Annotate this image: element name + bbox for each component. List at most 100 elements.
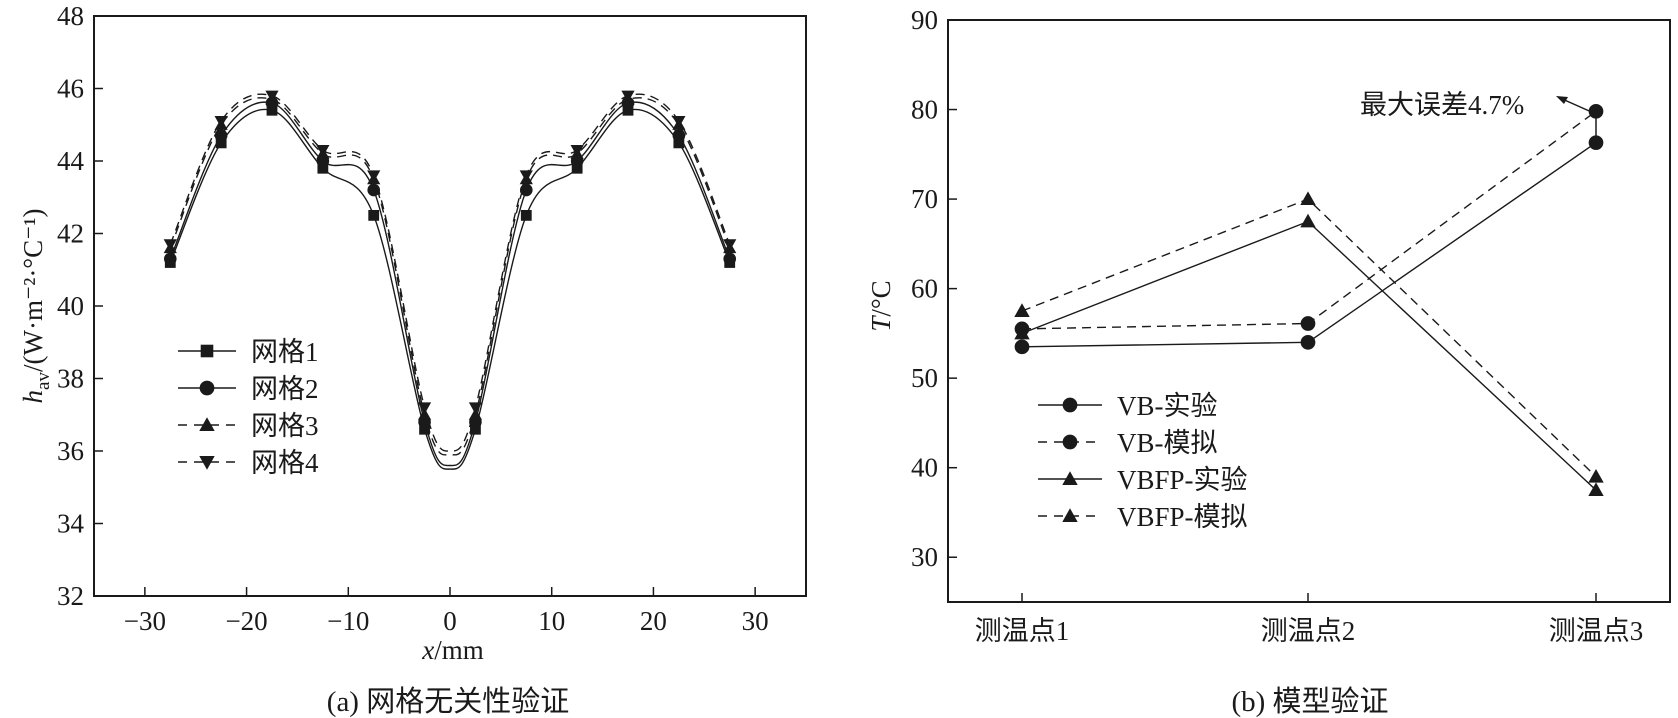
annotation-arrow-line bbox=[1559, 97, 1597, 115]
chart-a-series-2-point bbox=[723, 252, 737, 266]
chart-a-x-axis-label: x/mm bbox=[421, 635, 484, 665]
chart-b-series-2-point bbox=[1300, 316, 1316, 331]
chart-a-series-4-point bbox=[316, 145, 330, 157]
chart-b-y-tick-label: 50 bbox=[911, 363, 938, 393]
chart-b-ticks: 30 40 50 60 70 80 90 测温点1 测温点2 测温点3 bbox=[911, 5, 1643, 646]
legend-a-label-4: 网格4 bbox=[251, 448, 319, 478]
chart-a-series-4-point bbox=[214, 116, 228, 128]
chart-b-series-3-point bbox=[1014, 325, 1030, 340]
chart-a-series-2-point bbox=[519, 183, 533, 197]
chart-a-series-1-point bbox=[622, 104, 634, 116]
chart-b-category-label: 测温点1 bbox=[975, 616, 1070, 646]
chart-a-x-tick-label: 10 bbox=[538, 606, 565, 636]
chart-a-plot-frame bbox=[93, 15, 807, 597]
chart-a-y-tick-label: 42 bbox=[57, 219, 84, 249]
legend-a-marker-3 bbox=[199, 417, 215, 431]
chart-a-series-2-point bbox=[367, 183, 381, 197]
chart-a-y-tick-label: 44 bbox=[57, 146, 85, 176]
chart-b-category-label: 测温点2 bbox=[1261, 616, 1356, 646]
chart-b-markers bbox=[1014, 103, 1604, 497]
chart-b-y-tick-label: 70 bbox=[911, 184, 938, 214]
chart-b-plot-frame bbox=[947, 19, 1671, 603]
max-error-text: 最大误差4.7% bbox=[1360, 90, 1524, 120]
chart-a-x-tick-label: 30 bbox=[742, 606, 769, 636]
chart-a-x-tick-label: −20 bbox=[225, 606, 267, 636]
chart-a-y-axis-label: hav/(W·m⁻²·°C⁻¹) bbox=[18, 209, 54, 404]
chart-b-series-4-point bbox=[1300, 191, 1316, 206]
chart-b-series-4-point bbox=[1588, 468, 1604, 483]
legend-b-label-2: VB-模拟 bbox=[1117, 428, 1218, 458]
legend-a-marker-1 bbox=[200, 344, 214, 358]
max-error-annotation: 最大误差4.7% bbox=[1360, 90, 1597, 136]
chart-b: 30 40 50 60 70 80 90 测温点1 测温点2 测温点3 T/°C 最大误差4.7%… bbox=[866, 5, 1671, 718]
chart-a-series-1-point bbox=[571, 162, 583, 174]
chart-b-series-3-point bbox=[1588, 482, 1604, 497]
chart-a-legend: 网格1 网格2 网格3 网格4 bbox=[178, 337, 319, 478]
chart-b-legend: VB-实验 VB-模拟 VBFP-实验 VBFP-模拟 bbox=[1038, 391, 1248, 532]
chart-b-y-tick-label: 60 bbox=[911, 274, 938, 304]
chart-b-series-line-1 bbox=[1021, 142, 1597, 348]
chart-a-x-tick-label: 0 bbox=[443, 606, 457, 636]
chart-a-series-1-point bbox=[673, 137, 685, 149]
chart-a-series-4-point bbox=[367, 170, 381, 183]
chart-a-series-2-point bbox=[214, 129, 228, 142]
chart-a-series-1-point bbox=[520, 209, 532, 221]
chart-b-lines bbox=[1021, 110, 1597, 491]
chart-b-series-4-point bbox=[1014, 303, 1030, 317]
chart-a-y-tick-label: 40 bbox=[57, 291, 84, 321]
chart-a-x-tick-label: 20 bbox=[640, 606, 667, 636]
chart-b-y-tick-label: 90 bbox=[911, 5, 938, 35]
chart-a-series-4-point bbox=[265, 90, 279, 103]
chart-a-x-tick-label: −10 bbox=[327, 606, 369, 636]
chart-a-series-1-point bbox=[470, 423, 481, 435]
chart-b-y-tick-label: 30 bbox=[911, 542, 938, 572]
chart-b-series-line-3 bbox=[1021, 220, 1597, 491]
chart-a-series-1-point bbox=[215, 137, 227, 149]
legend-a-label-2: 网格2 bbox=[251, 374, 319, 404]
chart-a-y-tick-label: 34 bbox=[57, 509, 85, 539]
legend-b-label-1: VB-实验 bbox=[1117, 391, 1218, 421]
chart-a-series-2-point bbox=[672, 129, 686, 142]
chart-b-y-tick-label: 40 bbox=[911, 453, 938, 483]
chart-b-series-1-point bbox=[1588, 135, 1604, 151]
legend-a-label-3: 网格3 bbox=[251, 411, 319, 441]
chart-a: 32 34 36 38 40 42 44 46 48 −30 −20 −10 0 10 20 30 hav/(… bbox=[18, 1, 807, 718]
chart-a-series-1-point bbox=[368, 209, 380, 221]
chart-a-markers bbox=[163, 90, 737, 435]
chart-a-series-4-point bbox=[417, 402, 432, 415]
legend-b-marker-3 bbox=[1062, 471, 1078, 485]
chart-b-series-3-point bbox=[1300, 213, 1316, 228]
chart-a-caption: (a) 网格无关性验证 bbox=[327, 685, 569, 718]
chart-a-series-4-point bbox=[570, 145, 584, 157]
legend-b-label-3: VBFP-实验 bbox=[1117, 465, 1248, 495]
chart-a-ticks: 32 34 36 38 40 42 44 46 48 −30 −20 −10 0 10 20 30 bbox=[57, 1, 769, 636]
chart-a-series-4-point bbox=[621, 90, 635, 103]
chart-a-y-tick-label: 32 bbox=[57, 581, 84, 611]
legend-a-marker-2 bbox=[199, 380, 215, 396]
legend-b-marker-4 bbox=[1062, 508, 1078, 522]
chart-a-series-4-point bbox=[672, 116, 686, 128]
legend-b-marker-2 bbox=[1062, 434, 1078, 450]
chart-b-series-1-point bbox=[1300, 334, 1316, 350]
legend-b-marker-1 bbox=[1062, 397, 1078, 413]
chart-b-series-2-point bbox=[1588, 103, 1604, 119]
legend-b-label-4: VBFP-模拟 bbox=[1117, 502, 1248, 532]
legend-a-label-1: 网格1 bbox=[251, 337, 319, 367]
chart-b-y-axis-label: T/°C bbox=[866, 280, 896, 331]
chart-a-x-tick-label: −30 bbox=[124, 606, 166, 636]
chart-b-caption: (b) 模型验证 bbox=[1231, 685, 1388, 718]
chart-a-series-1-point bbox=[419, 423, 430, 435]
chart-a-series-4-point bbox=[468, 402, 483, 415]
legend-a-marker-4 bbox=[199, 456, 215, 470]
chart-a-series-1-point bbox=[317, 162, 329, 174]
chart-a-series-4-point bbox=[163, 239, 177, 251]
chart-a-y-tick-label: 38 bbox=[57, 364, 84, 394]
chart-a-y-tick-label: 46 bbox=[57, 74, 84, 104]
chart-a-y-tick-label: 36 bbox=[57, 436, 84, 466]
chart-b-y-tick-label: 80 bbox=[911, 95, 938, 125]
chart-a-y-tick-label: 48 bbox=[57, 1, 84, 31]
chart-a-series-4-point bbox=[723, 239, 737, 251]
chart-a-series-2-point bbox=[163, 252, 177, 266]
annotation-arrow-head-icon bbox=[1556, 96, 1568, 104]
